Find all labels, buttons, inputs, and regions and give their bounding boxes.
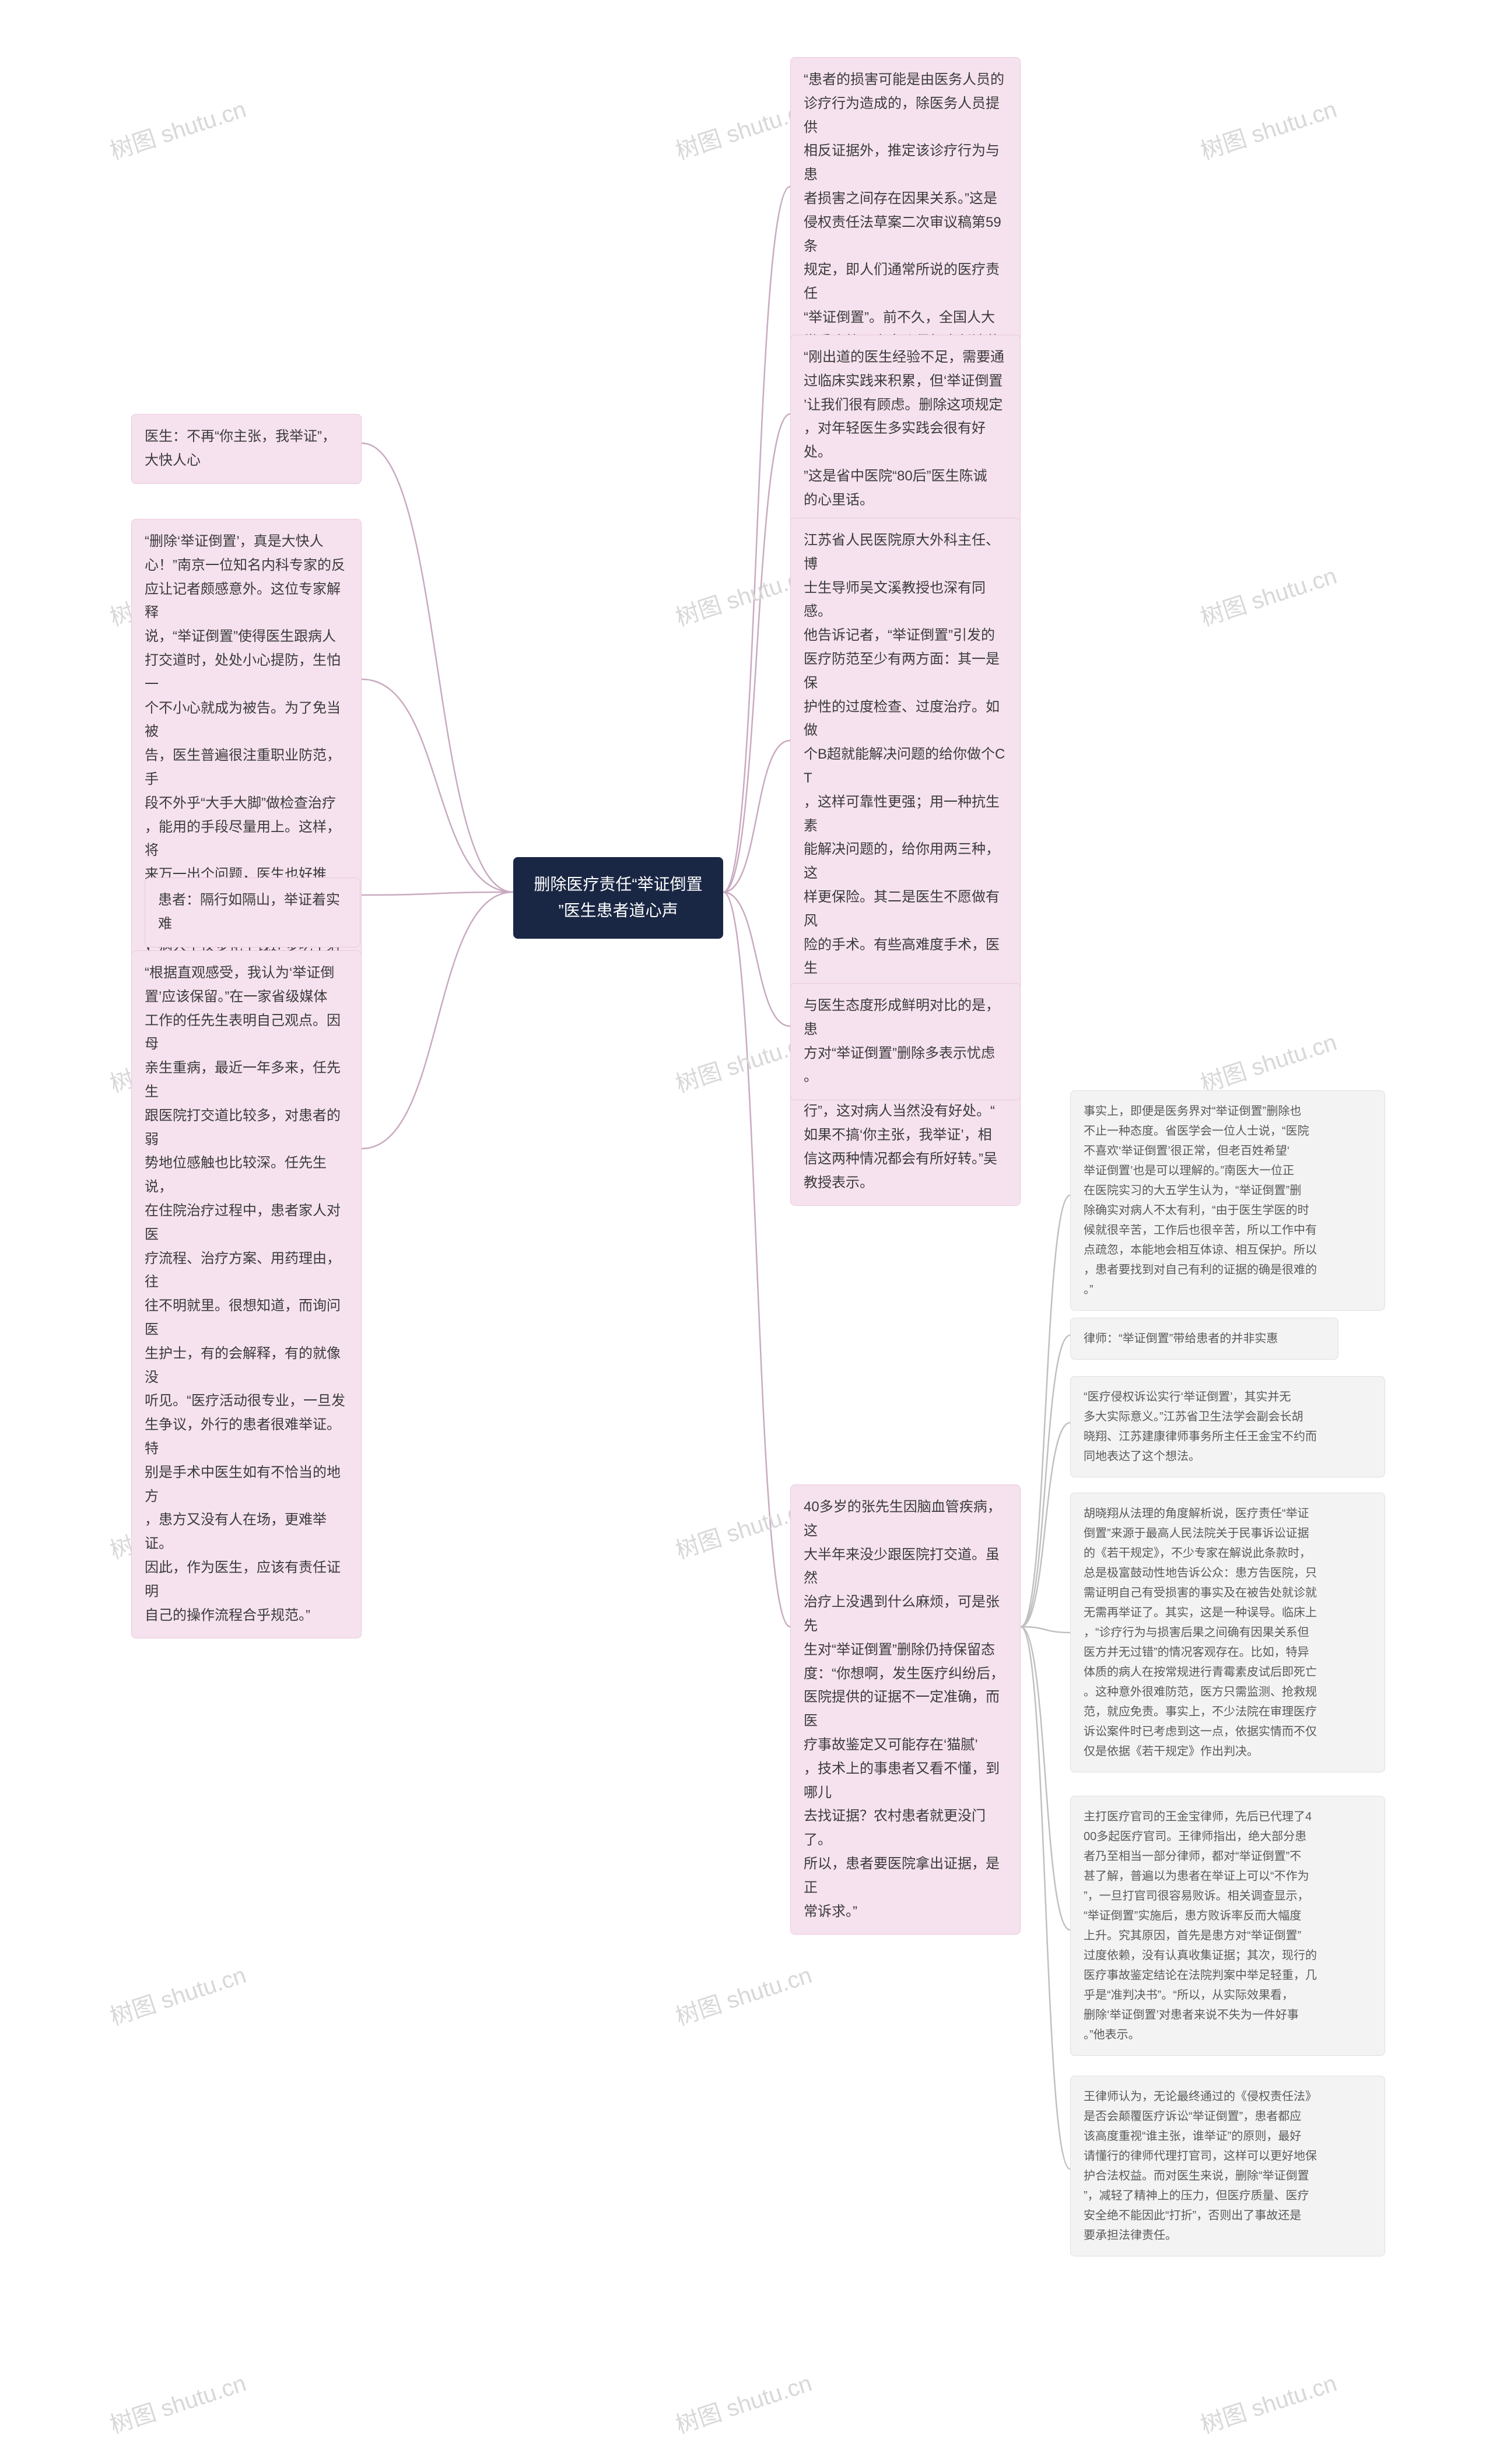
branch-node: 40多岁的张先生因脑血管疾病，这 大半年来没少跟医院打交道。虽然 治疗上没遇到什… (790, 1484, 1021, 1935)
watermark: 树图 shutu.cn (105, 1956, 250, 2032)
connector (362, 443, 513, 892)
watermark: 树图 shutu.cn (671, 2364, 815, 2440)
branch-node: 江苏省人民医院原大外科主任、博 士生导师吴文溪教授也深有同感。 他告诉记者，“举… (790, 518, 1021, 1206)
leaf-node: 王律师认为，无论最终通过的《侵权责任法》 是否会颠覆医疗诉讼“举证倒置”，患者都… (1070, 2076, 1385, 2256)
branch-node: 医生：不再“你主张，我举证”， 大快人心 (131, 414, 362, 484)
connector (362, 679, 513, 892)
leaf-node: “医疗侵权诉讼实行‘举证倒置’，其实并无 多大实际意义。”江苏省卫生法学会副会长… (1070, 1376, 1385, 1477)
branch-node: 患者：隔行如隔山，举证着实难 (145, 878, 360, 947)
leaf-node: 胡晓翔从法理的角度解析说，医疗责任“举证 倒置”来源于最高人民法院关于民事诉讼证… (1070, 1493, 1385, 1772)
watermark: 树图 shutu.cn (1196, 2364, 1340, 2440)
connector (1021, 1627, 1070, 1633)
connector (1021, 1423, 1070, 1627)
leaf-node: 律师：“举证倒置”带给患者的并非实惠 (1070, 1318, 1338, 1360)
watermark: 树图 shutu.cn (671, 1956, 815, 2032)
connector (362, 892, 513, 1149)
mindmap-canvas: 删除医疗责任“举证倒置 ”医生患者道心声 树图 shutu.cn 树图 shutu… (0, 0, 1493, 2464)
branch-node: “根据直观感受，我认为‘举证倒 置’应该保留。”在一家省级媒体 工作的任先生表明… (131, 950, 362, 1638)
connector (723, 187, 790, 892)
watermark: 树图 shutu.cn (1196, 557, 1340, 633)
branch-node: “刚出道的医生经验不足，需要通 过临床实践来积累，但‘举证倒置 ’让我们很有顾虑… (790, 335, 1021, 524)
watermark: 树图 shutu.cn (105, 2364, 250, 2440)
connector (723, 892, 790, 1627)
connector (723, 414, 790, 892)
connector (360, 892, 513, 895)
root-node: 删除医疗责任“举证倒置 ”医生患者道心声 (513, 857, 723, 939)
connector (723, 892, 790, 1026)
watermark: 树图 shutu.cn (1196, 90, 1340, 166)
leaf-node: 事实上，即便是医务界对“举证倒置”删除也 不止一种态度。省医学会一位人士说，“医… (1070, 1090, 1385, 1311)
connector (1021, 1627, 1070, 2169)
leaf-node: 主打医疗官司的王金宝律师，先后已代理了4 00多起医疗官司。王律师指出，绝大部分… (1070, 1796, 1385, 2056)
watermark: 树图 shutu.cn (105, 90, 250, 166)
watermark: 树图 shutu.cn (1196, 1023, 1340, 1099)
connector (1021, 1627, 1070, 1930)
connector (723, 740, 790, 892)
connector (1021, 1335, 1070, 1627)
connector (1021, 1195, 1070, 1627)
branch-node: 与医生态度形成鲜明对比的是，患 方对“举证倒置”删除多表示忧虑 。 (790, 983, 1021, 1100)
